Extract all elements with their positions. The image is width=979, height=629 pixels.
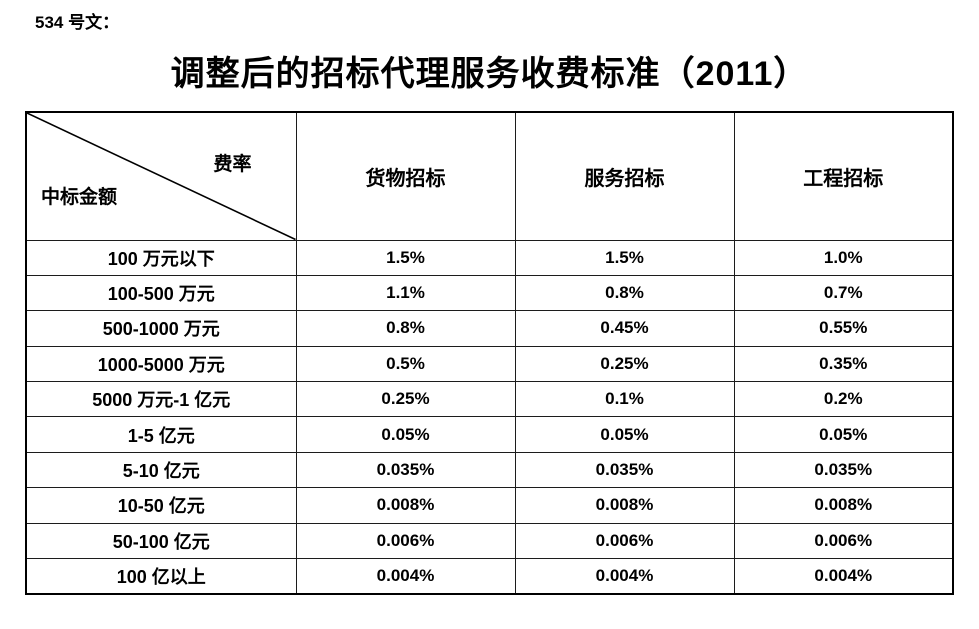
table-row: 10-50 亿元 0.008% 0.008% 0.008% — [25, 487, 954, 524]
table-row: 500-1000 万元 0.8% 0.45% 0.55% — [25, 310, 954, 347]
rate-value-cell: 0.006% — [514, 522, 735, 560]
table-row: 1000-5000 万元 0.5% 0.25% 0.35% — [25, 345, 954, 383]
rate-value-cell: 0.45% — [514, 310, 735, 347]
page-title: 调整后的招标代理服务收费标准（2011） — [170, 55, 809, 93]
rate-value-cell: 0.035% — [295, 451, 516, 489]
table-row: 100 万元以下 1.5% 1.5% 1.0% — [25, 239, 954, 276]
rate-value-cell: 0.35% — [733, 345, 954, 383]
row-label-cell: 100-500 万元 — [25, 274, 297, 312]
row-label-cell: 100 万元以下 — [25, 239, 297, 276]
rate-value-cell: 0.008% — [514, 487, 735, 524]
rate-value-cell: 0.8% — [295, 310, 516, 347]
rate-value-cell: 0.2% — [733, 381, 954, 418]
corner-header-cell: 费率 中标金额 — [25, 111, 297, 241]
rate-value-cell: 1.5% — [295, 239, 516, 276]
row-label-cell: 100 亿以上 — [25, 558, 297, 595]
table-body: 100 万元以下 1.5% 1.5% 1.0% 100-500 万元 1.1% 0.8% 0.… — [25, 239, 954, 595]
table-row: 5000 万元-1 亿元 0.25% 0.1% 0.2% — [25, 381, 954, 418]
rate-value-cell: 1.1% — [295, 274, 516, 312]
corner-label-amount: 中标金额 — [41, 187, 118, 208]
row-label-cell: 10-50 亿元 — [25, 487, 297, 524]
rate-value-cell: 0.006% — [295, 522, 516, 560]
rate-value-cell: 0.035% — [733, 451, 954, 489]
rate-value-cell: 0.008% — [733, 487, 954, 524]
diagonal-line — [27, 113, 295, 239]
table-row: 100-500 万元 1.1% 0.8% 0.7% — [25, 274, 954, 312]
rate-value-cell: 0.004% — [295, 558, 516, 595]
rate-value-cell: 0.25% — [295, 381, 516, 418]
rate-value-cell: 0.004% — [514, 558, 735, 595]
doc-number-label: 534 号文： — [35, 13, 120, 32]
rate-value-cell: 0.006% — [733, 522, 954, 560]
rate-value-cell: 0.1% — [514, 381, 735, 418]
header-row: 费率 中标金额 货物招标 服务招标 工程招标 — [25, 111, 954, 241]
column-header-services: 服务招标 — [514, 111, 735, 241]
table-row: 5-10 亿元 0.035% 0.035% 0.035% — [25, 451, 954, 489]
column-header-engineering: 工程招标 — [733, 111, 954, 241]
row-label-cell: 500-1000 万元 — [25, 310, 297, 347]
rate-value-cell: 1.5% — [514, 239, 735, 276]
table-row: 100 亿以上 0.004% 0.004% 0.004% — [25, 558, 954, 595]
rate-value-cell: 0.035% — [514, 451, 735, 489]
rate-value-cell: 0.8% — [514, 274, 735, 312]
table-row: 50-100 亿元 0.006% 0.006% 0.006% — [25, 522, 954, 560]
rate-value-cell: 0.004% — [733, 558, 954, 595]
rate-value-cell: 0.05% — [733, 416, 954, 453]
row-label-cell: 5-10 亿元 — [25, 451, 297, 489]
row-label-cell: 50-100 亿元 — [25, 522, 297, 560]
row-label-cell: 1-5 亿元 — [25, 416, 297, 453]
rate-value-cell: 0.5% — [295, 345, 516, 383]
rate-value-cell: 1.0% — [733, 239, 954, 276]
rate-value-cell: 0.05% — [514, 416, 735, 453]
table-row: 1-5 亿元 0.05% 0.05% 0.05% — [25, 416, 954, 453]
row-label-cell: 1000-5000 万元 — [25, 345, 297, 383]
rate-value-cell: 0.008% — [295, 487, 516, 524]
row-label-cell: 5000 万元-1 亿元 — [25, 381, 297, 418]
rate-value-cell: 0.25% — [514, 345, 735, 383]
corner-label-rate: 费率 — [213, 154, 252, 175]
rate-value-cell: 0.05% — [295, 416, 516, 453]
column-header-goods: 货物招标 — [295, 111, 516, 241]
rate-value-cell: 0.55% — [733, 310, 954, 347]
rate-value-cell: 0.7% — [733, 274, 954, 312]
fee-table: 费率 中标金额 货物招标 服务招标 工程招标 100 万元以下 1.5% 1.5% 1… — [25, 111, 954, 595]
